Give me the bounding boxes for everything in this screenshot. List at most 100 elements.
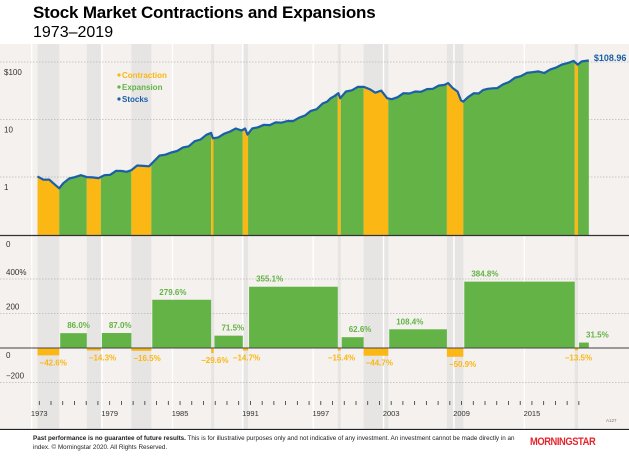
contraction-bar [211, 348, 214, 354]
legend: Contraction Expansion Stocks [117, 71, 167, 104]
contraction-area [211, 132, 214, 235]
x-tick-marks [38, 401, 580, 405]
bar-value-label: 71.5% [221, 324, 244, 333]
bar-value-label: −16.5% [133, 354, 160, 363]
bars-layer [37, 281, 589, 357]
contraction-bar [574, 348, 579, 351]
bottom-y-tick-label: 0 [6, 351, 11, 360]
expansion-bar [60, 333, 87, 348]
x-tick-label: 2009 [453, 409, 470, 418]
contraction-bar [86, 348, 101, 351]
bottom-y-tick-label: −200 [6, 372, 25, 381]
expansion-area [151, 132, 212, 235]
legend-marker [117, 73, 121, 77]
contraction-bar [363, 348, 389, 356]
recession-shade [86, 44, 101, 430]
recession-shade [337, 44, 341, 430]
chart-code: A127 [606, 418, 617, 423]
chart-title: Stock Market Contractions and Expansions [33, 3, 376, 22]
bar-value-label: 31.5% [586, 331, 609, 340]
recession-shade [574, 44, 579, 430]
contraction-bar [131, 348, 152, 351]
bottom-top-zero-label: 0 [6, 240, 11, 249]
bar-value-label: −44.7% [366, 359, 393, 368]
recession-shade [37, 44, 60, 430]
legend-label: Contraction [122, 71, 167, 80]
bar-value-label: −14.3% [89, 353, 116, 362]
legend-label: Stocks [122, 95, 149, 104]
bar-value-label: 87.0% [109, 321, 132, 330]
legend-label: Expansion [122, 83, 163, 92]
bar-value-label: 355.1% [256, 275, 283, 284]
chart-subtitle: 1973–2019 [33, 24, 114, 41]
contraction-bar [242, 348, 249, 351]
footer [0, 430, 629, 459]
expansion-area [340, 86, 364, 235]
legend-marker [117, 97, 121, 101]
morningstar-logo: MORNINGSTAR [530, 436, 596, 448]
expansion-area [100, 169, 132, 235]
legend-marker [117, 85, 121, 89]
disclaimer-text: This is for illustrative purposes only a… [33, 435, 515, 451]
stocks-line [36, 59, 589, 190]
expansion-bar [389, 329, 447, 348]
contraction-area [131, 163, 152, 235]
bar-value-label: −13.5% [565, 353, 592, 362]
contraction-area [363, 86, 389, 235]
bottom-y-tick-label: 400% [6, 268, 26, 277]
expansion-bar [464, 281, 575, 348]
bar-value-label: −42.6% [40, 358, 67, 367]
disclaimer-bold: Past performance is no guarantee of futu… [33, 435, 186, 442]
bar-value-label: 62.6% [349, 325, 372, 334]
expansion-area [213, 129, 243, 235]
bar-value-label: −15.4% [328, 354, 355, 363]
top-y-tick-labels: 1 10 $100 [4, 68, 22, 192]
contraction-area [574, 62, 579, 235]
bar-value-label: −14.7% [233, 354, 260, 363]
expansion-area [248, 94, 338, 235]
top-y-tick-label: 10 [4, 126, 13, 135]
expansion-bar [214, 335, 243, 348]
bottom-y-tick-labels: 0 −200 0 200 400% [6, 240, 26, 381]
expansion-area [578, 59, 589, 235]
recession-shade [131, 44, 152, 430]
x-tick-label: 1991 [242, 409, 259, 418]
top-y-tick-label: 1 [4, 183, 9, 192]
expansion-area [388, 83, 447, 235]
bar-value-label: 86.0% [67, 321, 90, 330]
recession-shade [242, 44, 249, 430]
end-value-label: $108.96 [594, 53, 627, 63]
bottom-y-tick-label: 200 [6, 303, 20, 312]
chart-canvas: 1 10 $100 Contraction Expansion Stocks $108.… [0, 44, 629, 430]
bar-value-label: 279.6% [159, 288, 186, 297]
contraction-bar [337, 348, 341, 351]
contraction-area [242, 129, 249, 235]
x-tick-label: 1979 [101, 409, 118, 418]
x-tick-label: 1997 [312, 409, 329, 418]
disclaimer: Past performance is no guarantee of futu… [33, 434, 523, 452]
period-areas [37, 59, 589, 235]
x-tick-label: 1985 [172, 409, 189, 418]
expansion-bar [579, 342, 589, 348]
contraction-area [337, 93, 341, 235]
contraction-area [446, 83, 464, 235]
bar-value-label: 384.8% [471, 270, 498, 279]
contraction-area [37, 177, 60, 235]
bar-value-label: −29.6% [201, 356, 228, 365]
expansion-area [59, 175, 87, 235]
bar-labels: −42.6% 86.0% −14.3% 87.0% −16.5% 279.6% −29.6%… [40, 270, 609, 369]
expansion-bar [101, 332, 132, 348]
expansion-bar [152, 299, 212, 348]
bar-value-label: −50.9% [449, 360, 476, 369]
x-tick-labels: 1973 1979 1985 1991 1997 2003 2009 2015 [31, 409, 540, 418]
x-tick-label: 1973 [31, 409, 48, 418]
expansion-bar [249, 286, 338, 348]
x-tick-label: 2003 [383, 409, 400, 418]
contraction-bar [37, 348, 60, 356]
x-tick-label: 2015 [524, 409, 541, 418]
expansion-area [463, 61, 575, 235]
expansion-bar [341, 337, 364, 348]
page-header: Stock Market Contractions and Expansions… [0, 0, 629, 44]
contraction-bar [446, 348, 464, 357]
recession-shade [211, 44, 215, 430]
